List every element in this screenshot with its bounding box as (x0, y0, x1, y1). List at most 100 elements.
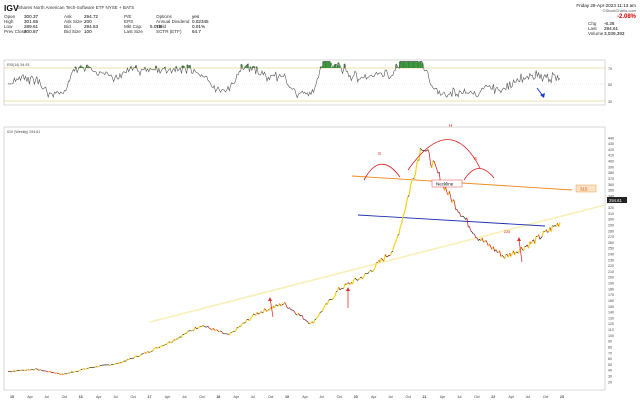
rsi-overbought-fill (329, 63, 332, 69)
y-tick-label: 400 (608, 160, 614, 164)
support-line (357, 214, 546, 227)
rsi-overbought-fill (401, 61, 403, 68)
price-segment (414, 164, 418, 175)
y-tick-label: 260 (608, 241, 614, 245)
rsi-overbought-fill (336, 66, 338, 68)
price-segment (235, 327, 238, 332)
price-segment (168, 341, 171, 343)
rsi-overbought-fill (334, 64, 337, 68)
level-tag-box (575, 184, 597, 193)
price-segment (191, 329, 194, 332)
price-segment (280, 304, 283, 307)
left-shoulder-arc (363, 163, 401, 181)
rsi-overbought-fill (88, 67, 90, 69)
rsi-overbought-fill (249, 66, 251, 69)
price-segment (500, 254, 503, 258)
price-segment (98, 365, 101, 368)
price-segment (245, 319, 248, 323)
rsi-overbought-fill (80, 67, 83, 68)
mid2-stats: P/E EPS Mkt Cap. 5.01B Last Size (124, 14, 162, 34)
low-label: 225 (504, 230, 510, 234)
stat-label: Ask Size (64, 19, 82, 24)
rsi-tick: 70 (608, 67, 612, 71)
price-segment (372, 269, 375, 272)
price-segment (406, 196, 409, 203)
price-segment (420, 148, 422, 151)
price-segment (485, 240, 488, 243)
y-tick-label: 380 (608, 171, 614, 175)
rsi-overbought-fill (323, 61, 325, 68)
price-segment (133, 356, 136, 359)
rsi-overbought-fill (405, 61, 407, 68)
price-label: IGV (Weekly) 294.61 (7, 130, 40, 134)
price-segment (456, 209, 459, 213)
x-axis: 15 Apr Jul Oct 16 Apr Jul Oct 17 Apr Jul Oct 18 Apr Ju… (10, 395, 564, 399)
price-segment (47, 370, 50, 373)
stat-value: 200 (84, 19, 92, 24)
price-segment (139, 353, 142, 357)
y-tick-label: 310 (608, 212, 614, 216)
rsi-overbought-fill (181, 65, 183, 68)
right-shoulder-label: S (474, 156, 477, 161)
y-tick-label: 60 (608, 357, 612, 361)
neckline-label: Neckline (436, 182, 454, 187)
x-tick-label: Jul (319, 395, 324, 399)
long-term-trendline (149, 204, 606, 323)
price-segment (407, 195, 410, 197)
price-segment (149, 350, 152, 353)
rsi-tick: 30 (608, 100, 612, 104)
price-segment (540, 235, 543, 238)
stat-value: 294.61 (604, 26, 619, 31)
price-segment (402, 213, 405, 217)
price-segment (359, 276, 362, 279)
price-segment (200, 325, 202, 328)
rsi-overbought-fill (402, 61, 405, 68)
x-tick-label: Oct (199, 395, 205, 399)
price-segment (277, 303, 281, 307)
price-segment (79, 369, 82, 371)
price-segment (183, 332, 186, 335)
y-tick-label: 190 (608, 282, 614, 286)
price-segment (393, 242, 396, 246)
price-panel-frame (3, 126, 606, 391)
left-shoulder-label: S (378, 151, 381, 156)
price-segment (169, 341, 172, 344)
price-segment (316, 315, 319, 318)
y-axis: 4404304204104003903803703603503403303203… (608, 136, 614, 384)
price-segment (432, 160, 435, 162)
rsi-overbought-fill (410, 61, 412, 68)
stat-value: yes (192, 14, 200, 19)
price-segment (145, 351, 149, 354)
price-segment (431, 160, 434, 169)
price-segment (289, 307, 292, 310)
price-segment (377, 259, 380, 263)
rsi-overbought-fill (396, 67, 398, 68)
rsi-overbought-fill (419, 61, 421, 68)
price-segment (240, 323, 243, 327)
rsi-overbought-fill (421, 63, 423, 69)
price-segment (262, 308, 266, 314)
symbol-title: IGV (4, 3, 19, 13)
arrow-2020-low (346, 287, 350, 308)
price-segment (408, 186, 411, 196)
price-segment (198, 325, 201, 328)
rsi-overbought-fill (251, 66, 254, 68)
price-segment (122, 360, 125, 363)
rsi-overbought-fill (82, 67, 84, 68)
price-segment (174, 338, 177, 341)
price-segment (398, 226, 401, 235)
price-segment (427, 149, 430, 154)
price-segment (88, 366, 91, 369)
price-segment (118, 361, 121, 365)
price-segment (40, 369, 43, 372)
x-tick-label: Apr (440, 395, 446, 399)
stat-label: Ask (64, 14, 72, 19)
rsi-overbought-fill (253, 66, 255, 68)
price-segment (128, 357, 131, 361)
price-segment (244, 321, 246, 324)
rsi-line (7, 61, 561, 99)
price-segment (495, 249, 498, 253)
price-segment (136, 355, 138, 357)
price-segment (264, 308, 267, 311)
price-segment (447, 191, 450, 196)
